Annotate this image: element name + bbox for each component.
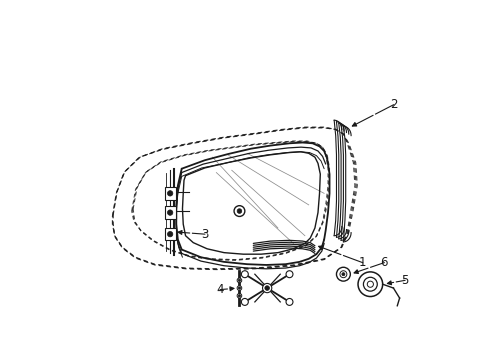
FancyBboxPatch shape [164,228,176,240]
Text: 1: 1 [358,256,366,269]
Circle shape [357,272,382,297]
Circle shape [237,286,241,291]
Circle shape [241,298,248,305]
Circle shape [238,294,240,297]
Circle shape [263,285,270,292]
Circle shape [336,267,349,281]
Circle shape [285,298,292,305]
Circle shape [237,278,241,283]
Circle shape [238,279,240,282]
Circle shape [237,293,241,298]
Circle shape [237,209,241,213]
Text: 5: 5 [401,274,408,287]
Circle shape [366,281,373,287]
Circle shape [285,271,292,278]
Text: 3: 3 [201,228,208,240]
Circle shape [339,271,346,278]
FancyBboxPatch shape [164,206,176,219]
Text: 2: 2 [389,98,396,111]
Circle shape [238,287,240,289]
Text: 4: 4 [216,283,224,296]
FancyBboxPatch shape [164,187,176,199]
Circle shape [167,231,172,237]
Circle shape [262,283,271,293]
Circle shape [341,273,344,276]
Circle shape [363,277,377,291]
Text: 6: 6 [380,256,387,269]
Circle shape [234,206,244,216]
Circle shape [264,286,269,291]
Circle shape [241,271,248,278]
Circle shape [167,210,172,215]
Circle shape [167,191,172,196]
